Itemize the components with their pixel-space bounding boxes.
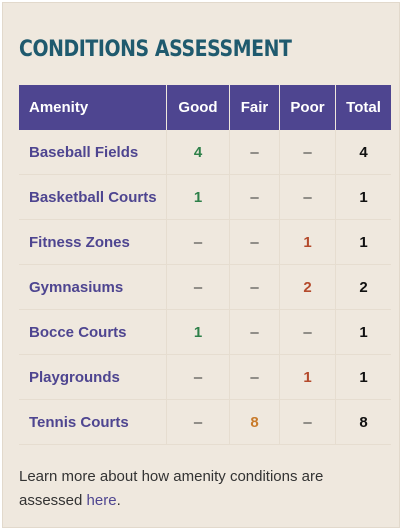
cell-total: 4 — [336, 130, 391, 175]
cell-poor: – — [280, 310, 336, 355]
footer-suffix: . — [116, 492, 121, 509]
cell-total: 8 — [336, 400, 391, 445]
cell-good: 4 — [167, 130, 230, 175]
table-body: Baseball Fields 4– –4 Basketball Courts 1– –1… — [19, 130, 391, 445]
cell-total: 2 — [336, 265, 391, 310]
cell-good: – — [167, 355, 230, 400]
cell-fair: – — [230, 265, 280, 310]
column-header-fair: Fair — [230, 85, 280, 130]
cell-poor: – — [280, 130, 336, 175]
table-row: Gymnasiums – –2 2 — [19, 265, 391, 310]
table-row: Basketball Courts 1– –1 — [19, 175, 391, 220]
cell-good: 1 — [167, 310, 230, 355]
cell-amenity[interactable]: Playgrounds — [19, 355, 167, 400]
assessment-info-link[interactable]: here — [86, 492, 117, 509]
cell-fair: – — [230, 175, 280, 220]
column-header-amenity: Amenity — [19, 85, 167, 130]
cell-amenity[interactable]: Gymnasiums — [19, 265, 167, 310]
cell-poor: 1 — [280, 220, 336, 265]
cell-amenity[interactable]: Basketball Courts — [19, 175, 167, 220]
table-row: Bocce Courts 1– –1 — [19, 310, 391, 355]
cell-fair: – — [230, 310, 280, 355]
table-row: Tennis Courts –8–8 — [19, 400, 391, 445]
cell-poor: 2 — [280, 265, 336, 310]
footer-note: Learn more about how amenity conditions … — [19, 465, 389, 513]
cell-fair: – — [230, 130, 280, 175]
cell-good: – — [167, 400, 230, 445]
cell-poor: – — [280, 175, 336, 220]
cell-total: 1 — [336, 355, 391, 400]
column-header-poor: Poor — [280, 85, 336, 130]
cell-fair: – — [230, 355, 280, 400]
column-header-total: Total — [336, 85, 391, 130]
table-row: Playgrounds – –1 1 — [19, 355, 391, 400]
cell-total: 1 — [336, 220, 391, 265]
conditions-table: Amenity Good Fair Poor Total Baseball Fi… — [19, 85, 391, 445]
cell-amenity[interactable]: Baseball Fields — [19, 130, 167, 175]
footer-text: Learn more about how amenity conditions … — [19, 468, 324, 509]
cell-total: 1 — [336, 175, 391, 220]
table-row: Baseball Fields 4– –4 — [19, 130, 391, 175]
table-header-row: Amenity Good Fair Poor Total — [19, 85, 391, 130]
cell-poor: – — [280, 400, 336, 445]
cell-good: 1 — [167, 175, 230, 220]
cell-fair: 8 — [230, 400, 280, 445]
cell-total: 1 — [336, 310, 391, 355]
cell-amenity[interactable]: Bocce Courts — [19, 310, 167, 355]
cell-good: – — [167, 220, 230, 265]
cell-poor: 1 — [280, 355, 336, 400]
cell-amenity[interactable]: Tennis Courts — [19, 400, 167, 445]
column-header-good: Good — [167, 85, 230, 130]
cell-amenity[interactable]: Fitness Zones — [19, 220, 167, 265]
cell-fair: – — [230, 220, 280, 265]
table-row: Fitness Zones – –1 1 — [19, 220, 391, 265]
section-heading: CONDITIONS ASSESSMENT — [19, 37, 292, 62]
cell-good: – — [167, 265, 230, 310]
